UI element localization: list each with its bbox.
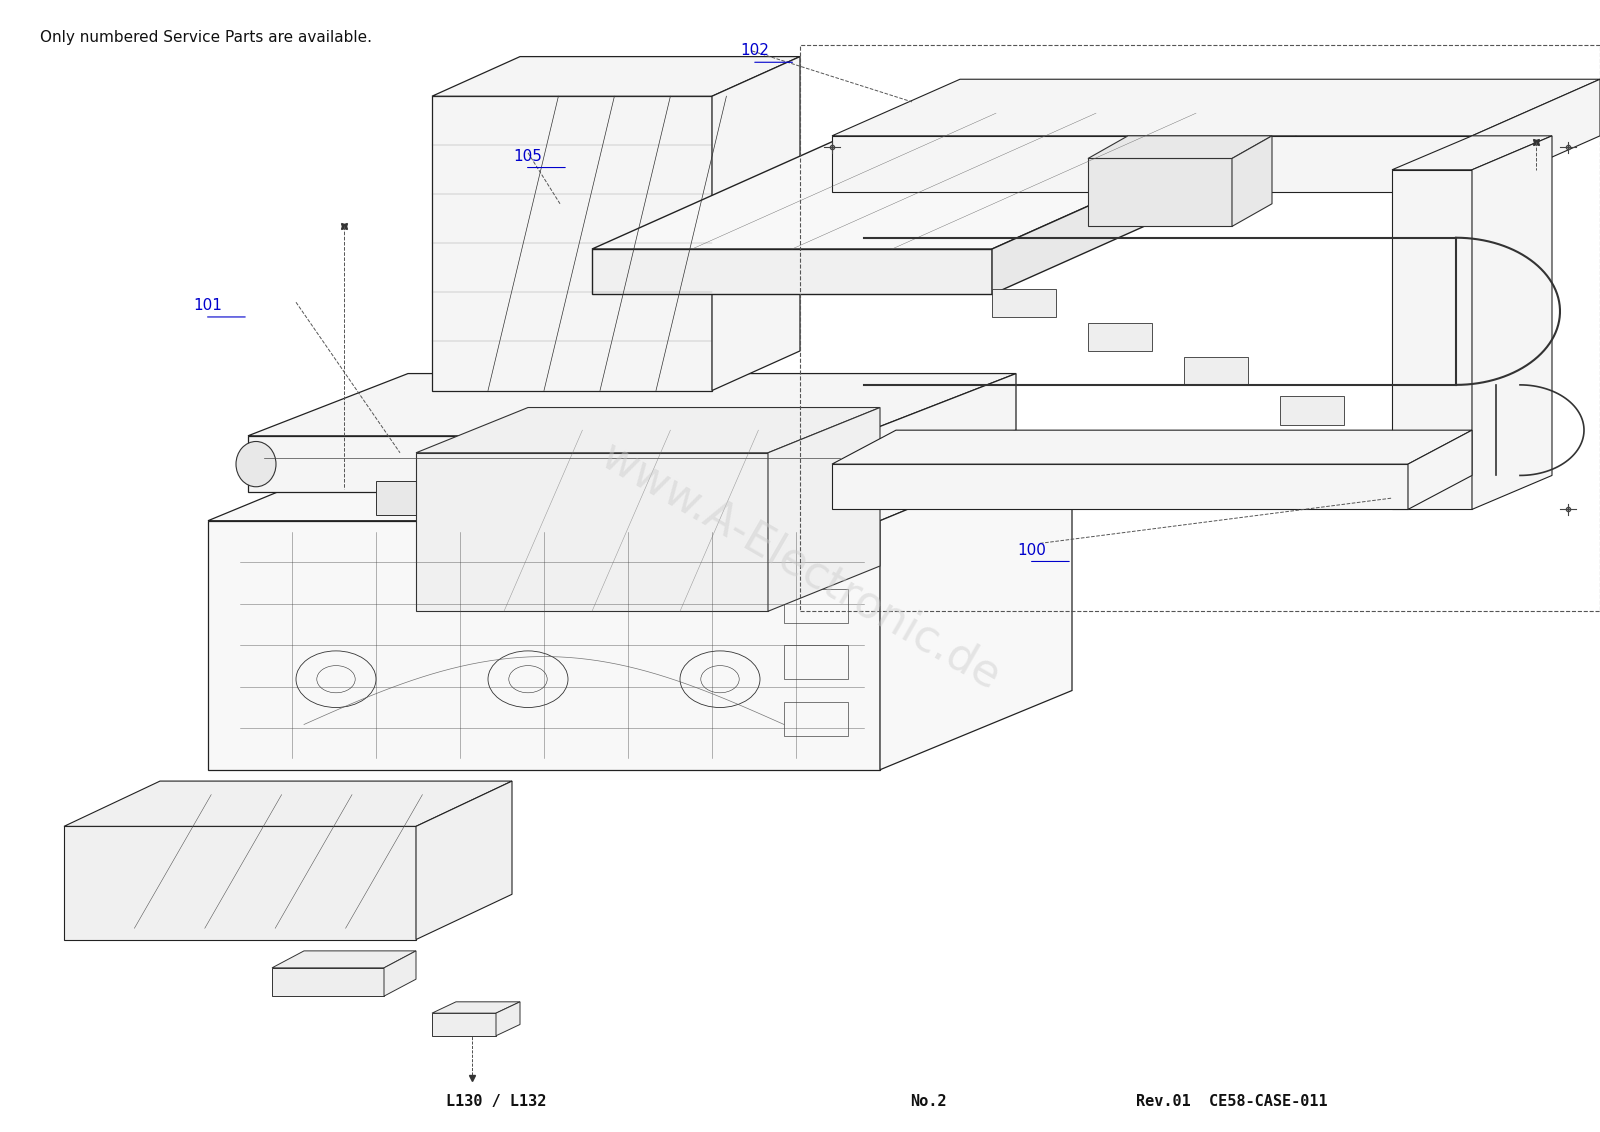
Polygon shape [432, 1013, 496, 1036]
Bar [496, 455, 560, 478]
Bar [992, 289, 1056, 317]
Polygon shape [832, 136, 1472, 192]
Polygon shape [272, 951, 416, 968]
Bar [784, 532, 848, 566]
Polygon shape [496, 1002, 520, 1036]
Polygon shape [1088, 136, 1272, 158]
Polygon shape [64, 781, 512, 826]
Polygon shape [1088, 158, 1232, 226]
Ellipse shape [237, 441, 277, 487]
Polygon shape [856, 374, 1016, 492]
Polygon shape [1392, 170, 1472, 509]
Polygon shape [1408, 430, 1472, 509]
Text: 102: 102 [741, 43, 770, 59]
Polygon shape [432, 1002, 520, 1013]
Text: 101: 101 [194, 298, 222, 314]
Polygon shape [416, 781, 512, 940]
Polygon shape [64, 826, 416, 940]
Text: 105: 105 [514, 148, 542, 164]
Polygon shape [384, 951, 416, 996]
Polygon shape [432, 57, 800, 96]
Text: No.2: No.2 [910, 1095, 946, 1109]
Polygon shape [832, 79, 1600, 136]
Bar [784, 702, 848, 736]
Polygon shape [592, 249, 992, 294]
Polygon shape [832, 464, 1408, 509]
Text: L130 / L132: L130 / L132 [446, 1095, 546, 1109]
Polygon shape [432, 96, 712, 391]
Polygon shape [1232, 136, 1272, 226]
Bar [1184, 357, 1248, 385]
Polygon shape [208, 521, 880, 770]
Polygon shape [208, 441, 1072, 521]
Text: Rev.01  CE58-CASE-011: Rev.01 CE58-CASE-011 [1136, 1095, 1328, 1109]
Polygon shape [832, 430, 1472, 464]
Polygon shape [880, 441, 1072, 770]
Text: Only numbered Service Parts are available.: Only numbered Service Parts are availabl… [40, 29, 371, 45]
Bar [1280, 396, 1344, 424]
Polygon shape [416, 408, 880, 453]
Polygon shape [1472, 79, 1600, 192]
Bar [784, 645, 848, 679]
Bar [384, 455, 448, 478]
Polygon shape [1472, 136, 1552, 509]
Bar [784, 589, 848, 623]
Bar [608, 455, 672, 478]
Bar [1088, 323, 1152, 351]
Polygon shape [1392, 136, 1552, 170]
Polygon shape [272, 968, 384, 996]
Bar [832, 455, 896, 478]
Polygon shape [768, 408, 880, 611]
Polygon shape [416, 453, 768, 611]
Polygon shape [248, 374, 1016, 436]
Polygon shape [592, 113, 1296, 249]
Polygon shape [712, 57, 800, 391]
Text: 100: 100 [1018, 542, 1046, 558]
Polygon shape [248, 436, 856, 492]
Polygon shape [376, 481, 488, 515]
Text: www.A-Electronic.de: www.A-Electronic.de [592, 434, 1008, 698]
Polygon shape [992, 113, 1296, 294]
Bar [720, 455, 784, 478]
